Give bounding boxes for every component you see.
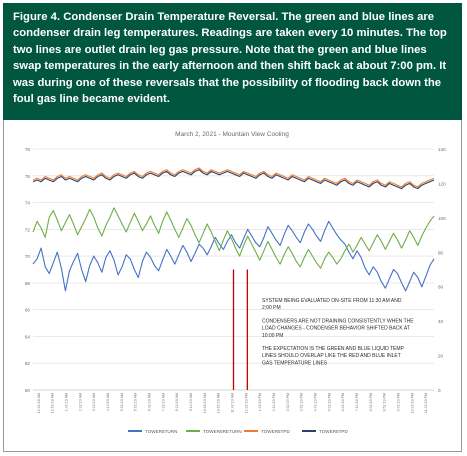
annotation-line: GAS TEMPERATURE LINES [262, 360, 328, 366]
x-tick-label: 8:52:19 PM [383, 393, 387, 411]
right-tick-label: 80 [438, 250, 444, 255]
x-tick-label: 10:32:19 PM [410, 393, 414, 413]
right-tick-label: 60 [438, 285, 444, 290]
x-tick-label: 12:32:19 PM [244, 393, 248, 413]
series-line-tower5return [32, 207, 435, 269]
legend-label: TOWER5RETURN [203, 429, 242, 434]
left-tick-label: 64 [25, 334, 31, 339]
annotation-line: THE EXPECTATION IS THE GREEN AND BLUE LI… [262, 346, 405, 352]
x-tick-label: 8:22:19 AM [175, 393, 179, 411]
x-tick-label: 5:52:19 AM [134, 393, 138, 411]
annotation-line: SYSTEM BEING EVALUATED ON-SITE FROM 11:3… [262, 298, 402, 304]
annotation-line: CONDENSERS ARE NOT DRAINING CONSISTENTLY… [262, 318, 414, 324]
event-markers [232, 269, 248, 390]
left-tick-label: 76 [25, 174, 31, 179]
x-tick-label: 10:52:19 AM [217, 393, 221, 413]
left-y-axis: 60 62 64 66 68 70 72 74 76 78 [25, 147, 31, 393]
left-tick-label: 72 [25, 227, 31, 232]
x-tick-label: 12:02:18 AM [37, 393, 41, 413]
left-tick-label: 78 [25, 147, 31, 152]
x-tick-label: 11:22:19 PM [424, 393, 428, 413]
left-tick-label: 62 [25, 361, 31, 366]
x-tick-label: 3:02:19 PM [286, 393, 290, 411]
x-tick-label: 6:22:19 PM [341, 393, 345, 411]
x-tick-label: 10:02:19 AM [203, 393, 207, 413]
x-tick-label: 7:12:19 PM [355, 393, 359, 411]
series-line-tower5tpd [32, 167, 435, 188]
annotation-line: LOAD CHANGES - CONDENSER BEHAVIOR SHIFTE… [262, 326, 410, 332]
left-tick-label: 68 [25, 281, 31, 286]
x-tick-label: 6:42:19 AM [148, 393, 152, 411]
chart-legend: TOWER5TURN TOWER5RETURN TOWER5TPD TOWER5TPD [128, 429, 348, 434]
right-tick-label: 100 [438, 216, 446, 221]
x-tick-label: 8:02:19 PM [369, 393, 373, 411]
right-tick-label: 120 [438, 181, 446, 186]
x-tick-label: 2:32:19 AM [78, 393, 82, 411]
series-layer [32, 167, 435, 292]
x-tick-label: 5:02:19 AM [120, 393, 124, 411]
x-tick-label: 5:32:19 PM [327, 393, 331, 411]
annotation-line: 10:00 PM [262, 333, 283, 339]
x-tick-label: 4:42:19 PM [313, 393, 317, 411]
legend-label: TOWER5TPD [261, 429, 290, 434]
right-y-axis: 0 20 40 60 80 100 120 140 [438, 147, 446, 393]
x-tick-label: 1:42:19 AM [65, 393, 69, 411]
right-tick-label: 0 [438, 388, 441, 393]
x-axis: 12:02:18 AM 12:52:18 AM 1:42:19 AM 2:32:19 … [37, 393, 428, 413]
left-tick-label: 60 [25, 388, 31, 393]
series-line-tower5tpd [32, 169, 435, 190]
x-tick-label: 9:12:19 AM [189, 393, 193, 411]
x-tick-label: 9:42:19 PM [396, 393, 400, 411]
annotation-line: 2:00 PM [262, 305, 281, 311]
x-tick-label: 3:52:19 PM [300, 393, 304, 411]
left-tick-label: 66 [25, 308, 31, 313]
chart-title: March 2, 2021 - Mountain View Cooling [175, 131, 289, 138]
x-tick-label: 1:22:19 PM [258, 393, 262, 411]
right-tick-label: 40 [438, 319, 444, 324]
x-tick-label: 3:22:19 AM [92, 393, 96, 411]
right-tick-label: 140 [438, 147, 446, 152]
legend-label: TOWER5TURN [145, 429, 177, 434]
figure-label: Figure 4. Condenser Drain Temperature Re… [13, 11, 279, 23]
legend-label: TOWER5TPD [319, 429, 348, 434]
x-tick-label: 4:12:19 AM [106, 393, 110, 411]
left-tick-label: 74 [25, 201, 31, 206]
annotation-line: LINES SHOULD OVERLAP LIKE THE RED AND BL… [262, 353, 401, 359]
x-tick-label: 11:42:19 AM [231, 393, 235, 413]
figure-caption: Figure 4. Condenser Drain Temperature Re… [3, 3, 462, 120]
left-tick-label: 70 [25, 254, 31, 259]
chart-area-background [8, 123, 456, 448]
right-tick-label: 20 [438, 354, 444, 359]
x-tick-label: 7:32:19 AM [161, 393, 165, 411]
series-line-tower5turn [32, 220, 435, 292]
caption-text: The green and blue lines are condenser d… [13, 11, 447, 106]
x-tick-label: 12:52:18 AM [51, 393, 55, 413]
x-tick-label: 2:12:19 PM [272, 393, 276, 411]
annotation-text: SYSTEM BEING EVALUATED ON-SITE FROM 11:3… [262, 298, 414, 366]
